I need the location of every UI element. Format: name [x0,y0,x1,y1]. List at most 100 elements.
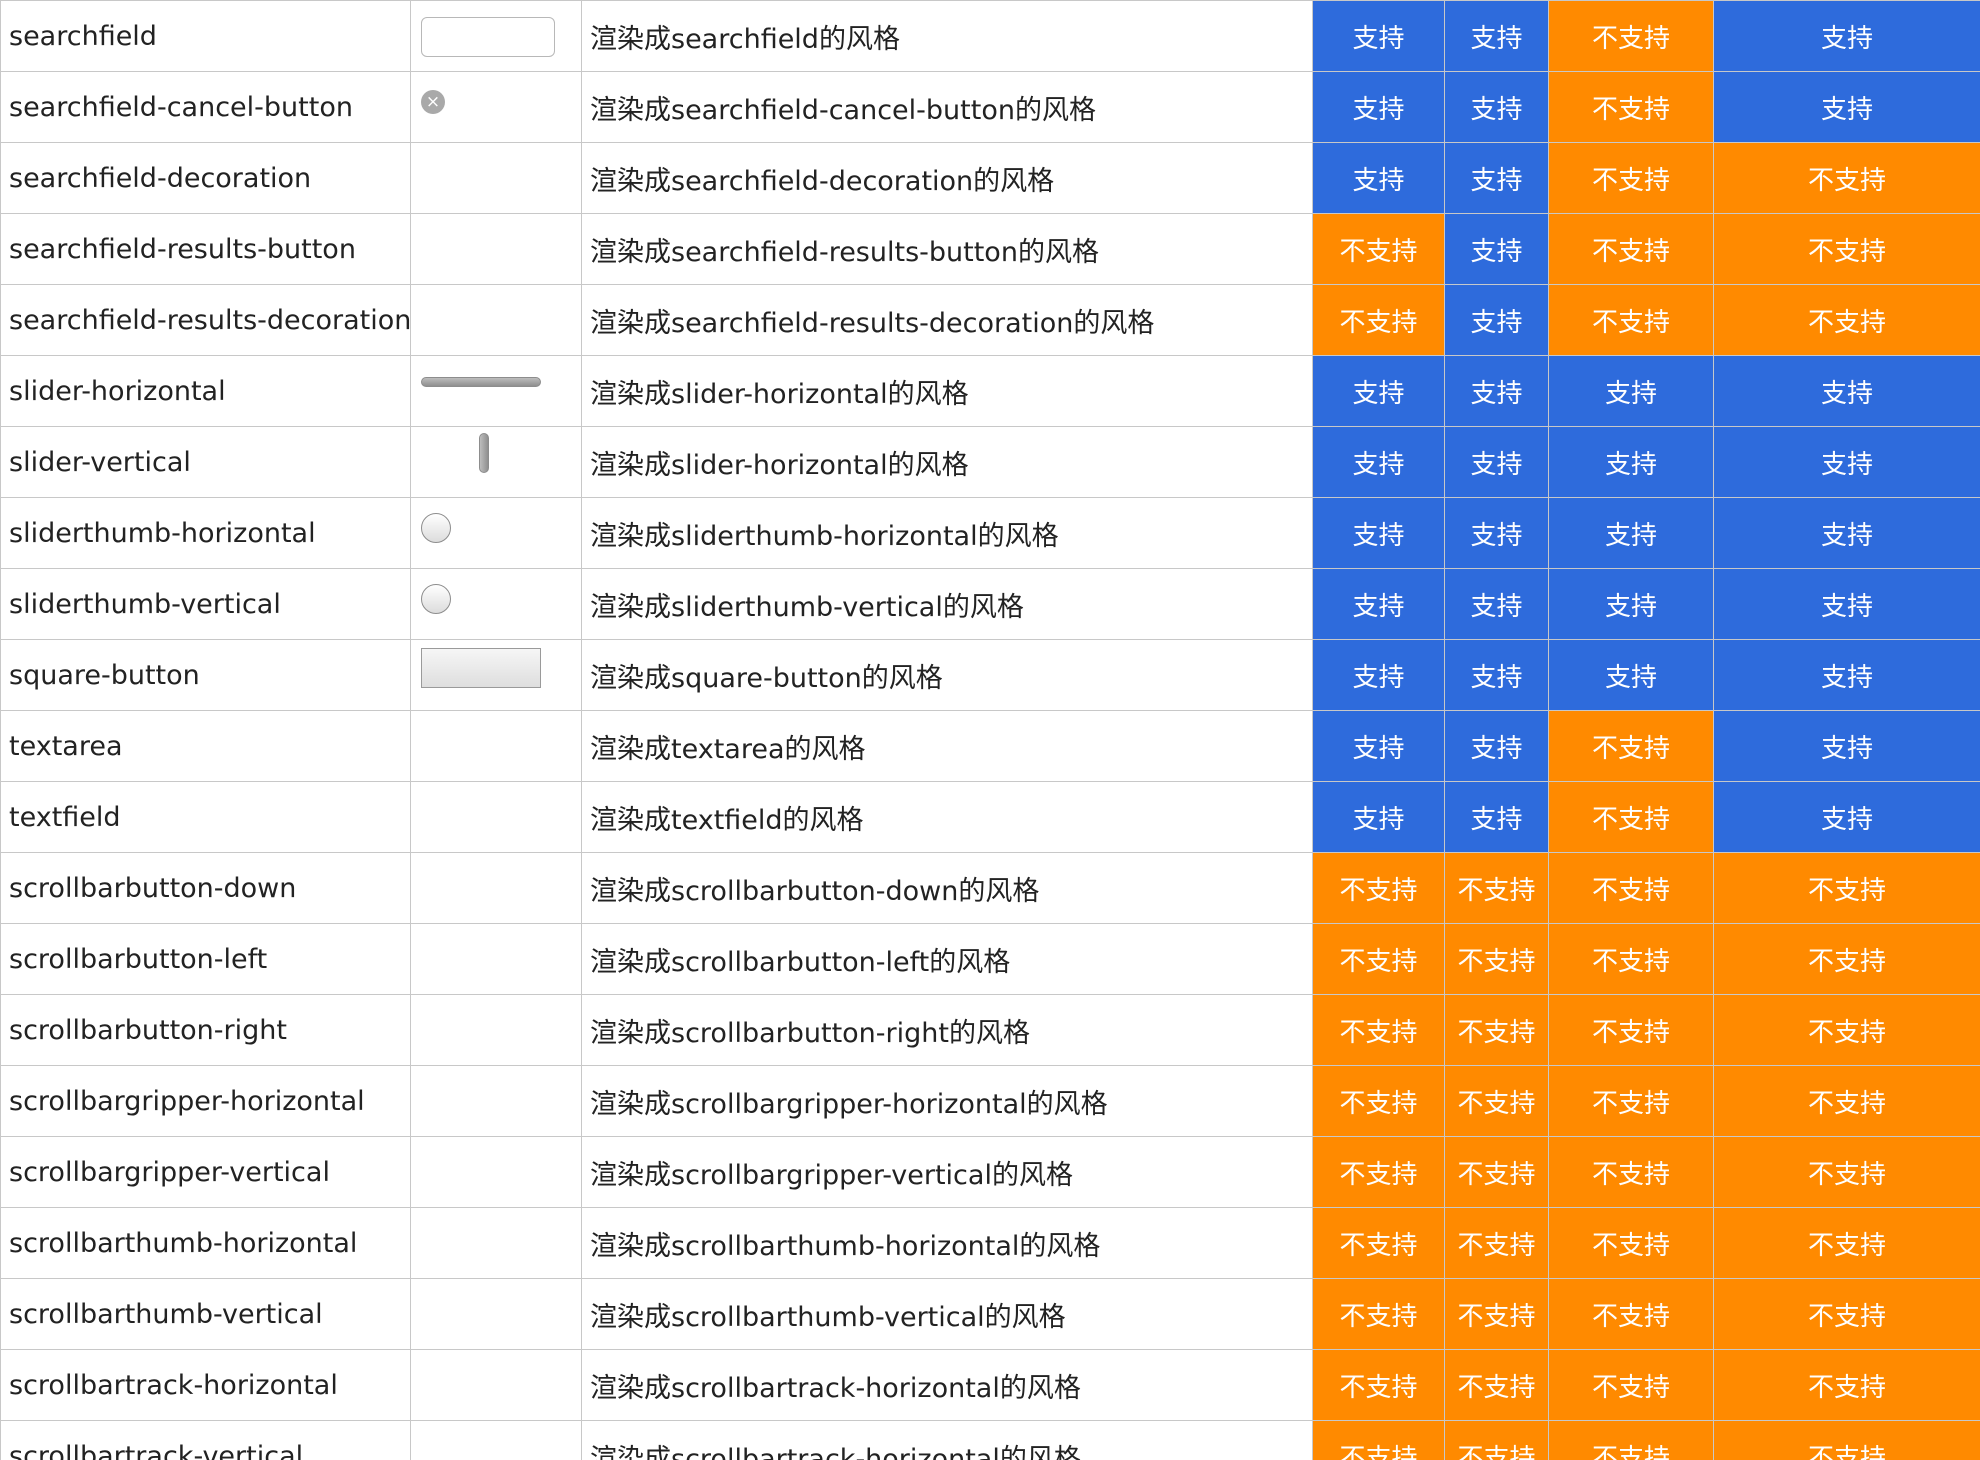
supported-badge: 支持 [1312,497,1445,569]
unsupported-badge: 不支持 [1548,1349,1714,1421]
unsupported-badge: 不支持 [1713,1278,1980,1350]
description-cell: 渲染成scrollbarbutton-left的风格 [581,923,1313,995]
demo-cell [410,994,582,1066]
appearance-name-cell: scrollbarthumb-vertical [0,1278,411,1350]
supported-badge: 支持 [1312,142,1445,214]
appearance-name-cell: square-button [0,639,411,711]
demo-cell [410,1065,582,1137]
unsupported-badge: 不支持 [1713,1136,1980,1208]
unsupported-badge: 不支持 [1548,1136,1714,1208]
supported-badge: 支持 [1713,355,1980,427]
supported-badge: 支持 [1548,355,1714,427]
unsupported-badge: 不支持 [1548,213,1714,285]
supported-badge: 支持 [1444,426,1549,498]
demo-cell [410,426,582,498]
unsupported-badge: 不支持 [1548,142,1714,214]
appearance-name-cell: slider-horizontal [0,355,411,427]
unsupported-badge: 不支持 [1548,781,1714,853]
supported-badge: 支持 [1548,497,1714,569]
unsupported-badge: 不支持 [1713,1207,1980,1279]
unsupported-badge: 不支持 [1444,1136,1549,1208]
unsupported-badge: 不支持 [1444,1278,1549,1350]
square-button-demo[interactable] [421,648,541,688]
table-row: slider-horizontal 渲染成slider-horizontal的风格… [0,355,1980,427]
unsupported-badge: 不支持 [1444,923,1549,995]
unsupported-badge: 不支持 [1444,1065,1549,1137]
appearance-name-cell: scrollbargripper-vertical [0,1136,411,1208]
appearance-name-cell: searchfield [0,0,411,72]
unsupported-badge: 不支持 [1548,923,1714,995]
unsupported-badge: 不支持 [1713,213,1980,285]
unsupported-badge: 不支持 [1548,1065,1714,1137]
unsupported-badge: 不支持 [1713,1349,1980,1421]
appearance-name-cell: scrollbartrack-vertical [0,1420,411,1460]
supported-badge: 支持 [1444,639,1549,711]
supported-badge: 支持 [1444,710,1549,782]
demo-cell [410,355,582,427]
supported-badge: 支持 [1713,426,1980,498]
supported-badge: 支持 [1444,568,1549,640]
unsupported-badge: 不支持 [1713,1420,1980,1460]
table-row: scrollbarbutton-down 渲染成scrollbarbutton-d… [0,852,1980,924]
table-row: scrollbartrack-vertical 渲染成scrollbartrack… [0,1420,1980,1460]
table-row: searchfield-cancel-button × 渲染成searchfield… [0,71,1980,143]
demo-cell [410,1136,582,1208]
cancel-icon[interactable]: × [421,90,445,114]
table-row: scrollbartrack-horizontal 渲染成scrollbartra… [0,1349,1980,1421]
table-row: scrollbarbutton-right 渲染成scrollbarbutton-… [0,994,1980,1066]
supported-badge: 支持 [1444,781,1549,853]
search-field-demo[interactable] [421,17,555,57]
unsupported-badge: 不支持 [1548,284,1714,356]
unsupported-badge: 不支持 [1312,213,1445,285]
slider-thumb-demo[interactable] [421,584,451,614]
description-cell: 渲染成scrollbarbutton-right的风格 [581,994,1313,1066]
supported-badge: 支持 [1548,639,1714,711]
demo-cell [410,284,582,356]
description-cell: 渲染成searchfield的风格 [581,0,1313,72]
unsupported-badge: 不支持 [1444,1349,1549,1421]
appearance-name-cell: textarea [0,710,411,782]
table-row: scrollbarthumb-horizontal 渲染成scrollbarthu… [0,1207,1980,1279]
supported-badge: 支持 [1312,781,1445,853]
table-row: textfield 渲染成textfield的风格 支持 支持 不支持 支持 [0,781,1980,853]
unsupported-badge: 不支持 [1548,1278,1714,1350]
description-cell: 渲染成textfield的风格 [581,781,1313,853]
supported-badge: 支持 [1444,355,1549,427]
unsupported-badge: 不支持 [1444,1207,1549,1279]
table-row: searchfield 渲染成searchfield的风格 支持 支持 不支持 支持 [0,0,1980,72]
unsupported-badge: 不支持 [1548,0,1714,72]
unsupported-badge: 不支持 [1548,1420,1714,1460]
appearance-name-cell: scrollbarbutton-right [0,994,411,1066]
unsupported-badge: 不支持 [1444,994,1549,1066]
slider-thumb-demo[interactable] [421,513,451,543]
supported-badge: 支持 [1444,213,1549,285]
appearance-name-cell: searchfield-results-button [0,213,411,285]
appearance-name-cell: sliderthumb-horizontal [0,497,411,569]
supported-badge: 支持 [1713,0,1980,72]
appearance-name-cell: sliderthumb-vertical [0,568,411,640]
table-row: searchfield-results-decoration 渲染成searchf… [0,284,1980,356]
supported-badge: 支持 [1444,0,1549,72]
supported-badge: 支持 [1713,710,1980,782]
unsupported-badge: 不支持 [1548,710,1714,782]
description-cell: 渲染成searchfield-decoration的风格 [581,142,1313,214]
description-cell: 渲染成slider-horizontal的风格 [581,355,1313,427]
table-row: slider-vertical 渲染成slider-horizontal的风格 支持… [0,426,1980,498]
slider-vertical-demo[interactable] [479,433,489,473]
slider-horizontal-demo[interactable] [421,377,541,387]
supported-badge: 支持 [1444,284,1549,356]
supported-badge: 支持 [1444,497,1549,569]
table-row: sliderthumb-horizontal 渲染成sliderthumb-hor… [0,497,1980,569]
table-row: searchfield-results-button 渲染成searchfield… [0,213,1980,285]
supported-badge: 支持 [1713,71,1980,143]
unsupported-badge: 不支持 [1713,142,1980,214]
table-row: scrollbarbutton-left 渲染成scrollbarbutton-l… [0,923,1980,995]
description-cell: 渲染成searchfield-cancel-button的风格 [581,71,1313,143]
description-cell: 渲染成searchfield-results-button的风格 [581,213,1313,285]
description-cell: 渲染成sliderthumb-vertical的风格 [581,568,1313,640]
supported-badge: 支持 [1713,639,1980,711]
appearance-name-cell: textfield [0,781,411,853]
unsupported-badge: 不支持 [1312,994,1445,1066]
